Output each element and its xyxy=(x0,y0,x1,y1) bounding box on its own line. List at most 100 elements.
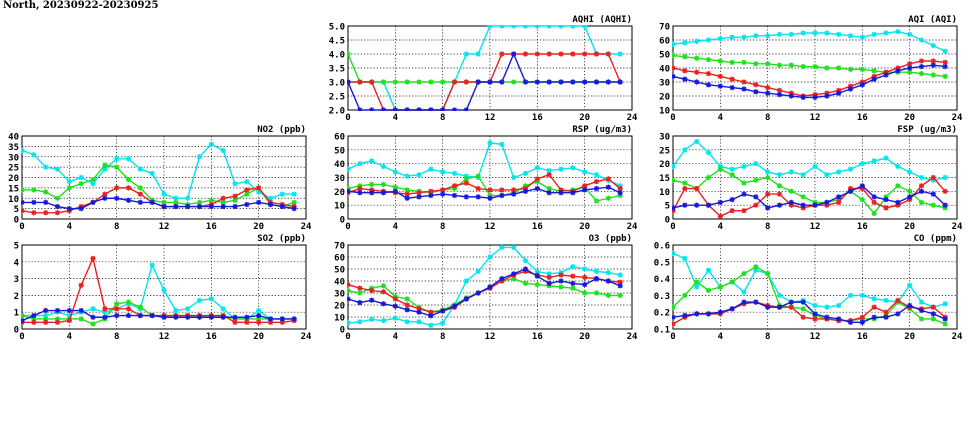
data-point-green xyxy=(717,58,723,64)
data-point-blue xyxy=(66,307,72,314)
data-point-cyan xyxy=(369,158,375,164)
y-tick-label: 1 xyxy=(14,309,19,319)
x-tick-label: 4 xyxy=(393,113,399,123)
data-point-blue xyxy=(114,312,120,319)
data-point-blue xyxy=(895,311,901,317)
data-point-blue xyxy=(196,314,203,320)
data-point-green xyxy=(256,316,262,322)
data-point-cyan xyxy=(717,36,723,42)
data-point-green xyxy=(836,65,842,71)
data-point-green xyxy=(812,199,818,205)
data-point-green xyxy=(78,316,84,322)
data-point-red xyxy=(404,191,410,197)
y-tick-label: 5.0 xyxy=(329,23,345,33)
data-point-cyan xyxy=(546,25,552,29)
data-point-red xyxy=(705,71,712,77)
data-point-green xyxy=(125,299,132,305)
data-point-cyan xyxy=(404,319,410,325)
y-tick-label: 10 xyxy=(334,202,345,212)
x-tick-label: 8 xyxy=(114,222,119,232)
data-point-green xyxy=(114,164,120,170)
data-point-red xyxy=(694,185,700,192)
data-point-blue xyxy=(729,306,735,312)
chart-title: AQHI (AQHI) xyxy=(572,15,632,25)
data-point-cyan xyxy=(776,292,783,298)
data-point-cyan xyxy=(729,166,735,172)
data-point-blue xyxy=(357,107,363,111)
data-point-green xyxy=(392,79,398,85)
data-point-cyan xyxy=(859,161,865,167)
data-point-blue xyxy=(256,312,262,319)
x-tick-label: 20 xyxy=(253,222,264,232)
x-tick-label: 12 xyxy=(810,222,821,232)
data-point-green xyxy=(416,79,422,85)
series-group xyxy=(347,25,623,111)
data-point-red xyxy=(617,279,623,285)
data-point-cyan xyxy=(847,292,854,298)
data-point-green xyxy=(582,290,588,296)
data-point-green xyxy=(907,69,913,75)
data-point-red xyxy=(788,90,794,96)
data-point-blue xyxy=(871,314,877,320)
y-tick-label: 70 xyxy=(659,23,670,33)
data-point-red xyxy=(765,191,771,197)
data-point-red xyxy=(717,73,723,79)
data-point-blue xyxy=(558,278,564,284)
data-point-green xyxy=(428,79,434,85)
data-point-green xyxy=(617,292,623,298)
x-tick-label: 8 xyxy=(765,222,770,232)
data-point-blue xyxy=(137,199,143,205)
data-point-red xyxy=(558,272,564,278)
data-point-green xyxy=(102,162,108,168)
x-tick-label: 20 xyxy=(579,332,590,342)
data-point-blue xyxy=(440,308,446,314)
x-tick-label: 12 xyxy=(810,113,821,123)
x-tick-label: 12 xyxy=(485,222,496,232)
y-tick-label: 15 xyxy=(8,184,19,194)
data-point-blue xyxy=(369,107,375,111)
data-point-cyan xyxy=(907,169,913,175)
data-point-red xyxy=(347,282,351,288)
data-point-green xyxy=(380,79,387,85)
x-tick-label: 24 xyxy=(301,222,312,232)
x-tick-label: 0 xyxy=(670,222,675,232)
data-point-cyan xyxy=(918,174,925,181)
data-point-red xyxy=(114,185,120,191)
data-point-blue xyxy=(895,199,901,205)
data-point-cyan xyxy=(137,166,143,172)
data-point-cyan xyxy=(291,191,297,197)
data-point-red xyxy=(672,65,676,71)
data-point-cyan xyxy=(942,301,948,307)
data-point-blue xyxy=(942,64,948,70)
data-point-cyan xyxy=(812,30,818,36)
data-point-green xyxy=(705,287,712,293)
data-point-green xyxy=(753,177,759,183)
data-point-red xyxy=(114,306,120,312)
data-point-blue xyxy=(220,203,226,210)
data-point-cyan xyxy=(895,29,901,35)
data-point-red xyxy=(605,51,611,57)
data-point-cyan xyxy=(682,147,688,153)
y-tick-label: 0.6 xyxy=(654,242,670,252)
data-point-green xyxy=(930,202,936,208)
data-point-red xyxy=(918,58,925,64)
data-point-red xyxy=(930,58,936,64)
data-point-red xyxy=(220,195,226,201)
y-tick-label: 20 xyxy=(659,93,670,103)
data-point-blue xyxy=(451,192,458,199)
data-point-cyan xyxy=(534,165,540,171)
data-point-blue xyxy=(705,311,712,317)
data-point-blue xyxy=(824,93,830,99)
data-point-blue xyxy=(800,202,806,208)
data-point-cyan xyxy=(475,51,481,57)
data-point-green xyxy=(369,181,375,188)
data-point-blue xyxy=(511,51,517,57)
data-point-green xyxy=(451,185,458,192)
x-tick-label: 0 xyxy=(670,332,675,342)
data-point-green xyxy=(800,306,806,312)
data-point-red xyxy=(765,85,771,91)
data-point-blue xyxy=(380,107,387,111)
data-point-blue xyxy=(930,191,936,197)
data-point-blue xyxy=(31,199,37,205)
